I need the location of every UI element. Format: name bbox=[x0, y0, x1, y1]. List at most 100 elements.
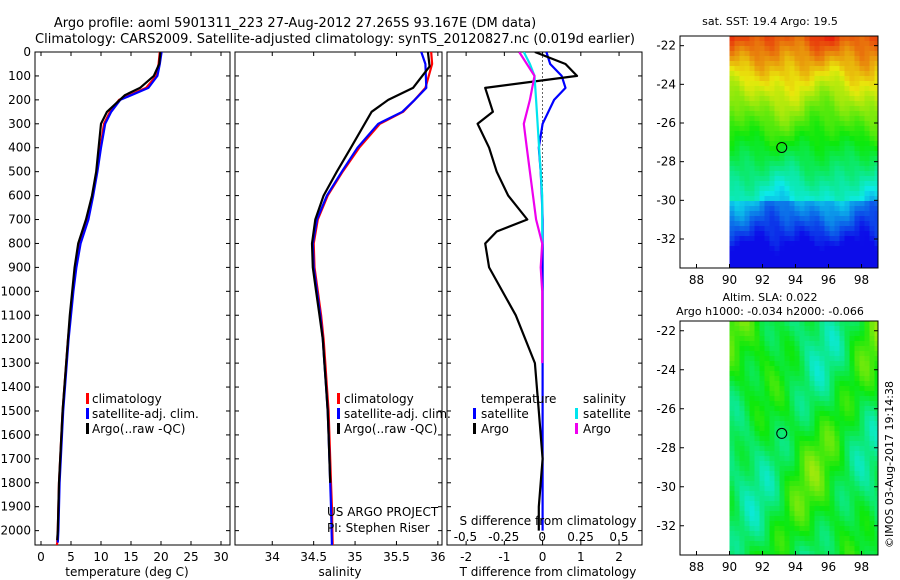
map-cell bbox=[824, 121, 830, 126]
map-cell bbox=[764, 431, 770, 436]
map-cell bbox=[739, 216, 745, 221]
map-cell bbox=[764, 76, 770, 81]
map-cell bbox=[809, 61, 815, 66]
map-cell bbox=[834, 136, 840, 141]
map-cell bbox=[784, 111, 790, 116]
map-cell bbox=[749, 106, 755, 111]
map-cell bbox=[739, 456, 745, 461]
map-cell bbox=[874, 476, 878, 481]
map-cell bbox=[854, 431, 860, 436]
map-cell bbox=[754, 126, 760, 131]
map-cell bbox=[824, 366, 830, 371]
map-cell bbox=[769, 161, 775, 166]
map-cell bbox=[734, 206, 740, 211]
map-cell bbox=[844, 196, 850, 201]
map-cell bbox=[839, 131, 845, 136]
map-cell bbox=[804, 46, 810, 51]
map-cell bbox=[784, 356, 790, 361]
map-cell bbox=[754, 106, 760, 111]
map-cell bbox=[774, 406, 780, 411]
map-cell bbox=[814, 56, 820, 61]
map-cell bbox=[869, 251, 875, 256]
map-cell bbox=[859, 61, 865, 66]
map-cell bbox=[769, 166, 775, 171]
map-cell bbox=[829, 446, 835, 451]
map-cell bbox=[869, 476, 875, 481]
map-cell bbox=[774, 356, 780, 361]
map-cell bbox=[839, 196, 845, 201]
map-cell bbox=[839, 246, 845, 251]
argo-position-marker bbox=[776, 427, 788, 439]
map-cell bbox=[819, 46, 825, 51]
map-cell bbox=[739, 266, 745, 268]
map-cell bbox=[809, 246, 815, 251]
map-cell bbox=[794, 471, 800, 476]
map-cell bbox=[874, 81, 878, 86]
map-cell bbox=[779, 91, 785, 96]
map-cell bbox=[744, 461, 750, 466]
map-cell bbox=[774, 351, 780, 356]
map-cell bbox=[784, 121, 790, 126]
map-cell bbox=[844, 66, 850, 71]
map-cell bbox=[804, 41, 810, 46]
map-cell bbox=[864, 106, 870, 111]
map-cell bbox=[764, 216, 770, 221]
map-cell bbox=[729, 441, 735, 446]
map-cell bbox=[834, 236, 840, 241]
map-cell bbox=[749, 426, 755, 431]
map-cell bbox=[834, 186, 840, 191]
map-cell bbox=[874, 451, 878, 456]
map-cell bbox=[829, 471, 835, 476]
map-cell bbox=[854, 376, 860, 381]
map-cell bbox=[769, 191, 775, 196]
map-cell bbox=[864, 471, 870, 476]
map-cell bbox=[759, 436, 765, 441]
map-cell bbox=[809, 126, 815, 131]
longitude-tick-label: 94 bbox=[788, 560, 803, 574]
map-cell bbox=[784, 91, 790, 96]
map-cell bbox=[859, 146, 865, 151]
depth-tick-label: 900 bbox=[8, 260, 31, 274]
map-cell bbox=[854, 146, 860, 151]
map-cell bbox=[829, 76, 835, 81]
map-cell bbox=[759, 376, 765, 381]
map-cell bbox=[789, 136, 795, 141]
map-cell bbox=[739, 91, 745, 96]
map-cell bbox=[784, 441, 790, 446]
map-cell bbox=[819, 436, 825, 441]
map-cell bbox=[834, 356, 840, 361]
map-cell bbox=[729, 181, 735, 186]
map-cell bbox=[739, 451, 745, 456]
map-cell bbox=[754, 236, 760, 241]
map-cell bbox=[734, 121, 740, 126]
map-cell bbox=[729, 196, 735, 201]
map-cell bbox=[844, 181, 850, 186]
map-cell bbox=[874, 546, 878, 551]
map-cell bbox=[834, 261, 840, 266]
map-cell bbox=[844, 96, 850, 101]
map-cell bbox=[774, 541, 780, 546]
map-cell bbox=[859, 221, 865, 226]
map-cell bbox=[814, 91, 820, 96]
latitude-tick-label: -28 bbox=[656, 441, 676, 455]
map-cell bbox=[874, 36, 878, 41]
map-cell bbox=[744, 191, 750, 196]
map-cell bbox=[729, 56, 735, 61]
map-cell bbox=[834, 221, 840, 226]
map-cell bbox=[789, 551, 795, 555]
map-cell bbox=[799, 146, 805, 151]
sla-map-label-1: Altim. SLA: 0.022 bbox=[722, 291, 817, 304]
map-cell bbox=[804, 421, 810, 426]
map-cell bbox=[804, 106, 810, 111]
map-cell bbox=[839, 96, 845, 101]
map-cell bbox=[849, 71, 855, 76]
map-cell bbox=[824, 161, 830, 166]
map-cell bbox=[844, 111, 850, 116]
map-cell bbox=[754, 396, 760, 401]
map-cell bbox=[809, 141, 815, 146]
map-cell bbox=[744, 161, 750, 166]
map-cell bbox=[839, 481, 845, 486]
map-cell bbox=[764, 126, 770, 131]
map-cell bbox=[814, 471, 820, 476]
map-cell bbox=[799, 201, 805, 206]
